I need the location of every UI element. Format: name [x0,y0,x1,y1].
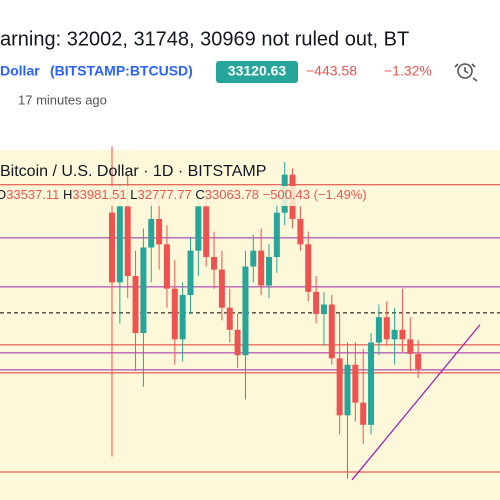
candle-body [187,250,194,295]
candle-body [148,219,155,248]
candle-body [273,212,280,257]
candle-body [203,206,210,257]
ohlc-value: 33981.51 [72,187,126,202]
candle-body [234,329,241,356]
ohlc-label: C [195,187,204,202]
ohlc-change: −500.43 (−1.49%) [263,187,367,202]
candle-body [258,250,265,286]
ohlc-legend: O33537.11 H33981.51 L32777.77 C33063.78 … [0,187,367,202]
symbol[interactable]: (BITSTAMP:BTCUSD) [50,63,193,79]
candle-body [266,257,272,286]
candle-body [407,339,414,354]
idea-title: arning: 32002, 31748, 30969 not ruled ou… [0,28,409,50]
symbol-name[interactable]: Dollar [0,63,40,79]
candle-body [344,364,351,416]
change: −443.58 [306,63,357,79]
candle-body [211,257,218,270]
candle-body [383,317,390,340]
candle-body [250,250,257,267]
candle-body [109,212,115,283]
ohlc-label: L [130,187,137,202]
alert-icon[interactable] [454,63,478,82]
candle-body [156,219,163,245]
candle-body [336,358,343,416]
candle-body [179,295,186,340]
candle-body [391,329,398,340]
ohlc-label: H [63,187,72,202]
candle-body [415,353,422,369]
candle-body [297,219,304,245]
candle-body [226,307,233,330]
ohlc-value: 32777.77 [138,187,192,202]
candle-body [368,342,375,425]
candle-body [195,206,202,251]
candle-body [352,364,359,403]
trendline [351,324,481,481]
candle-body [313,291,320,314]
ohlc-value: 33063.78 [205,187,259,202]
candle-body [116,206,123,283]
candle-body [360,402,367,425]
legend-background [0,186,455,206]
price: 33120.63 [228,63,287,79]
candle-body [242,266,249,356]
price-badge [216,61,298,83]
change-pct: −1.32% [384,63,432,79]
timestamp: 17 minutes ago [18,92,107,107]
candle-body [218,269,225,308]
candle-body [140,247,147,333]
candle-body [320,304,327,314]
candle-body [171,288,178,340]
candle-body [124,206,131,276]
candle-body [328,304,335,359]
candle-body [305,244,312,292]
candle-body [163,244,170,289]
chart-background [0,150,500,500]
ohlc-label: O [0,187,6,202]
candle-body [399,329,406,340]
chart-title: Bitcoin / U.S. Dollar · 1D · BITSTAMP [0,163,266,180]
candle-body [132,276,139,333]
candle-body [375,317,382,343]
ohlc-value: 33537.11 [6,187,59,202]
